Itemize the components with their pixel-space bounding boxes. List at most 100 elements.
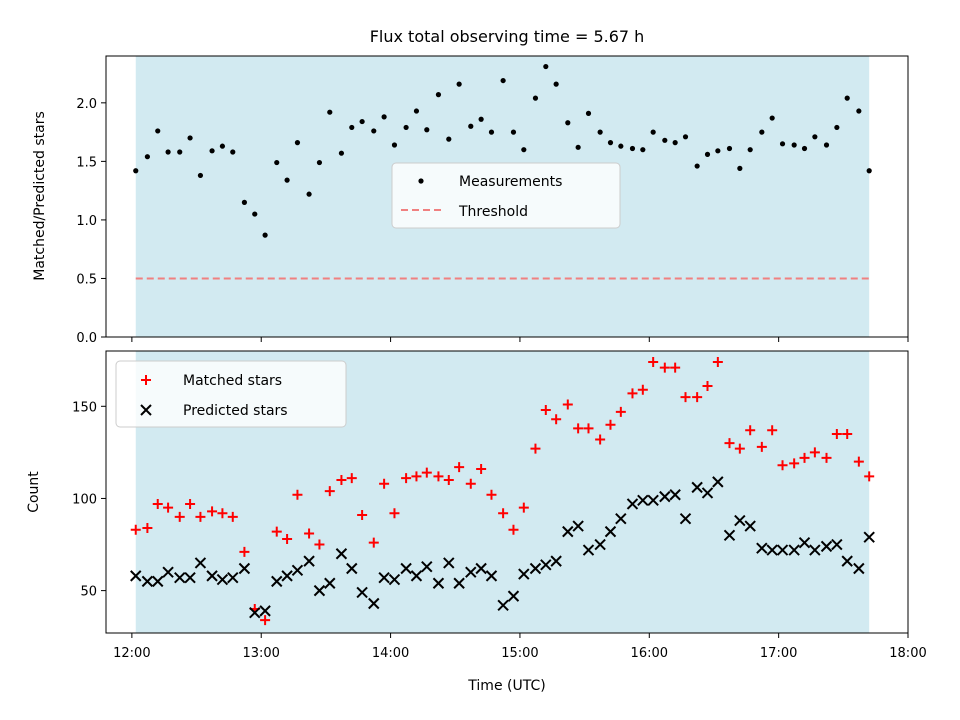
- matched-stars-point: [336, 475, 347, 486]
- matched-stars-point: [217, 508, 228, 519]
- predicted-stars-point: [388, 573, 401, 586]
- measurement-point: [629, 145, 636, 152]
- predicted-stars-point: [604, 525, 617, 538]
- matched-stars-point: [476, 463, 487, 474]
- predicted-stars-point: [303, 555, 315, 567]
- top-y-tick-label: 0.0: [76, 331, 97, 346]
- predicted-stars-point: [820, 540, 833, 553]
- x-tick-label: 18:00: [889, 646, 926, 661]
- measurement-point: [779, 141, 786, 147]
- predicted-stars-point: [518, 568, 530, 580]
- matched-stars-point: [637, 384, 648, 395]
- measurement-point: [446, 136, 452, 142]
- measurement-point: [165, 149, 171, 155]
- bottom-y-tick-label: 50: [80, 585, 97, 600]
- matched-stars-point: [831, 428, 842, 439]
- legend-predicted-marker: [140, 404, 152, 416]
- measurement-point: [435, 92, 442, 98]
- measurement-point: [801, 145, 808, 152]
- measurement-point: [565, 120, 571, 126]
- predicted-stars-point: [238, 562, 251, 575]
- matched-stars-point: [207, 506, 218, 517]
- top-panel: 0.0 0.5 1.0 1.5 2.0 Measurements Threshold: [76, 55, 909, 346]
- measurement-point: [575, 144, 581, 150]
- predicted-stars-point: [723, 529, 736, 542]
- predicted-stars-point: [194, 557, 207, 569]
- predicted-stars-point: [421, 560, 433, 573]
- bottom-y-tick-label: 150: [72, 400, 97, 415]
- predicted-stars-point: [475, 562, 487, 575]
- predicted-stars-point: [184, 571, 196, 584]
- legend-label-threshold: Threshold: [458, 204, 528, 220]
- matched-stars-point: [292, 489, 303, 500]
- matched-stars-point: [239, 546, 250, 557]
- matched-stars-point: [142, 522, 153, 533]
- matched-stars-point: [777, 460, 788, 471]
- legend-box: [391, 162, 621, 229]
- matched-stars-point: [648, 357, 659, 368]
- measurement-point: [177, 149, 183, 155]
- predicted-stars-point: [216, 573, 229, 586]
- predicted-stars-point: [507, 590, 520, 602]
- predicted-stars-point: [400, 562, 412, 575]
- matched-stars-point: [745, 425, 756, 436]
- predicted-stars-point: [271, 575, 283, 588]
- measurement-point: [488, 129, 495, 135]
- matched-stars-point: [821, 452, 832, 463]
- matched-stars-point: [551, 414, 562, 425]
- predicted-stars-point: [356, 586, 368, 599]
- predicted-stars-point: [756, 542, 768, 554]
- top-axes-frame: [105, 55, 909, 338]
- measurement-point: [597, 129, 603, 135]
- predicted-stars-point: [679, 513, 692, 525]
- measurement-point: [521, 147, 527, 153]
- measurement-point: [144, 154, 150, 160]
- predicted-stars-point: [766, 544, 778, 556]
- predicted-stars-point: [162, 566, 174, 578]
- predicted-stars-point: [669, 489, 681, 501]
- predicted-stars-point: [410, 570, 423, 582]
- measurement-point: [823, 142, 830, 148]
- predicted-stars-point: [497, 599, 509, 612]
- x-tick-label: 12:00: [113, 646, 150, 661]
- predicted-stars-point: [562, 525, 574, 538]
- predicted-stars-point: [485, 570, 498, 582]
- predicted-stars-point: [615, 513, 627, 525]
- measurement-point: [252, 211, 258, 217]
- matched-stars-point: [152, 498, 163, 509]
- measurement-point: [187, 135, 193, 141]
- matched-stars-point: [530, 443, 541, 454]
- matched-stars-point: [799, 452, 810, 463]
- matched-stars-point: [842, 428, 853, 439]
- predicted-stars-point: [540, 559, 552, 571]
- top-legend: Measurements Threshold: [391, 162, 621, 229]
- predicted-stars-point: [141, 575, 154, 588]
- measurement-point: [274, 159, 280, 166]
- legend-matched-marker: [141, 375, 151, 385]
- matched-stars-point: [314, 539, 325, 550]
- predicted-stars-point: [691, 481, 703, 494]
- x-tick-label: 14:00: [372, 646, 409, 661]
- matched-stars-point: [605, 419, 616, 430]
- matched-stars-point: [508, 524, 519, 535]
- matched-stars-point: [734, 443, 745, 454]
- predicted-stars-point: [443, 557, 455, 569]
- matched-stars-point: [174, 511, 185, 522]
- measurement-point: [468, 123, 474, 129]
- x-tick-label: 15:00: [501, 646, 538, 661]
- matched-stars-point: [282, 534, 293, 544]
- predicted-stars-point: [809, 544, 821, 556]
- measurement-point: [478, 116, 484, 122]
- measurement-point: [230, 149, 236, 155]
- matched-stars-point: [260, 615, 271, 626]
- measurement-point: [306, 191, 312, 197]
- legend-box: [115, 360, 347, 428]
- matched-stars-point: [433, 471, 444, 482]
- chart-title: Flux total observing time = 5.67 h: [370, 27, 645, 46]
- matched-stars-point: [486, 489, 497, 500]
- measurement-point: [219, 143, 226, 149]
- measurement-point: [284, 177, 290, 183]
- measurement-point: [747, 147, 753, 153]
- measurement-point: [327, 109, 333, 115]
- measurement-point: [381, 114, 387, 120]
